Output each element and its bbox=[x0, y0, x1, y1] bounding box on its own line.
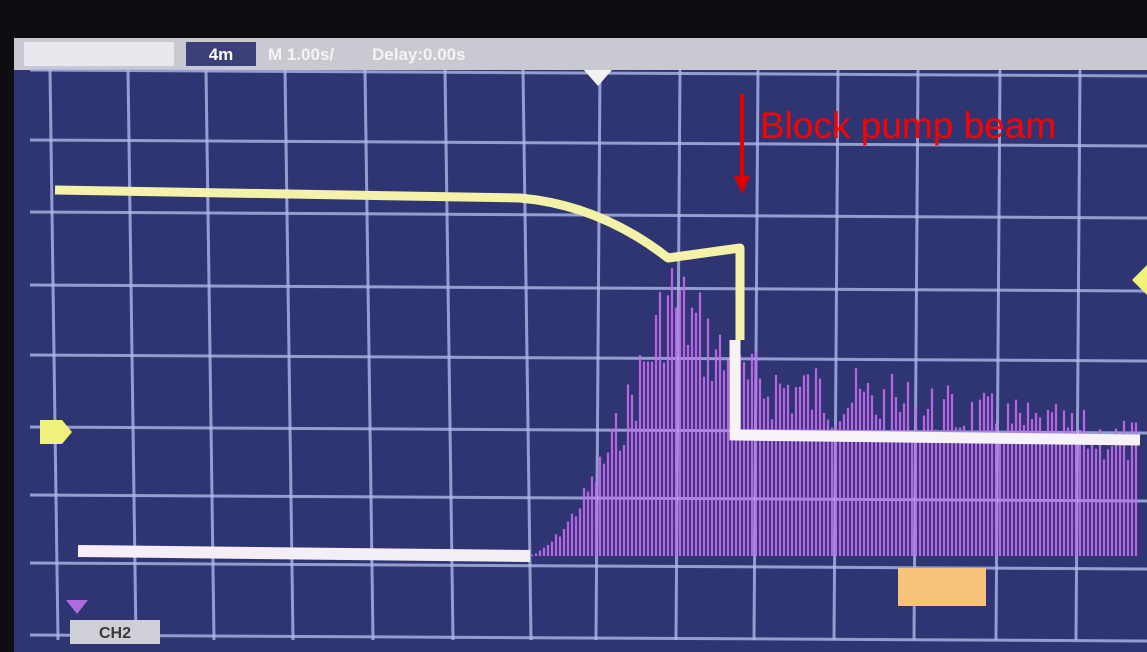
top-bar-item: 4m bbox=[209, 45, 234, 64]
channel-label: CH2 bbox=[99, 625, 131, 642]
top-bar-item: M 1.00s/ bbox=[268, 45, 334, 64]
white-trace bbox=[78, 551, 530, 556]
status-box bbox=[24, 42, 174, 66]
top-bar bbox=[14, 38, 1147, 70]
top-bar-item: Delay:0.00s bbox=[372, 45, 466, 64]
annotation-text: Block pump beam bbox=[760, 105, 1056, 146]
cursor-box bbox=[898, 568, 986, 606]
oscilloscope-photo: 4m M 1.00s/ Delay:0.00s CH2 Block pump b… bbox=[0, 0, 1147, 652]
page: 4m M 1.00s/ Delay:0.00s CH2 Block pump b… bbox=[0, 0, 1147, 652]
